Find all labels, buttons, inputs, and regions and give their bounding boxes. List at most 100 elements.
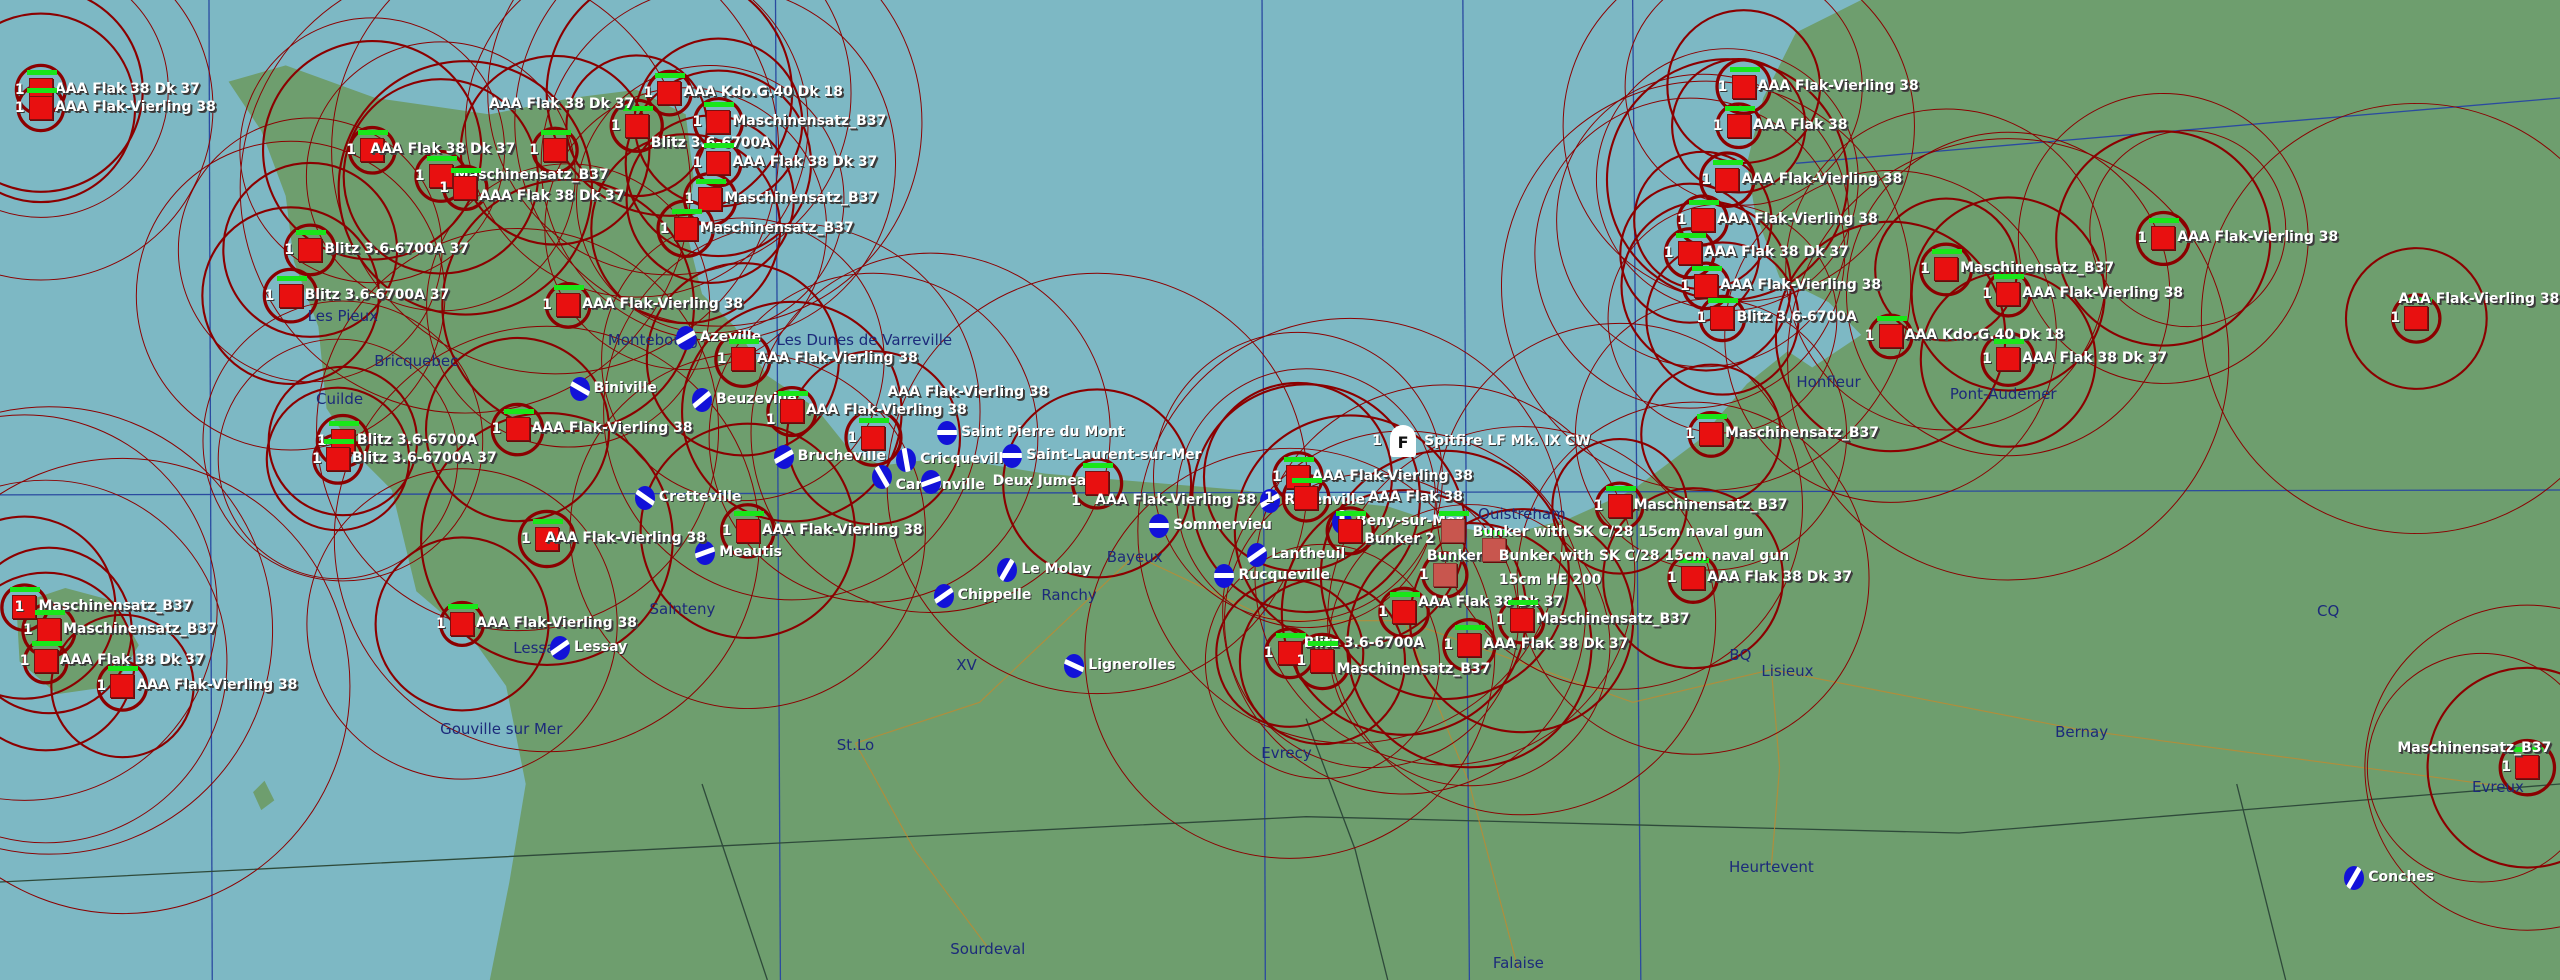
range-ring xyxy=(1137,317,1564,744)
airfield-name: Rucqueville xyxy=(1238,567,1331,584)
unit-icon xyxy=(706,110,731,135)
region-borders xyxy=(0,718,2560,980)
bunker-gun-label: Bunker with SK C/28 15cm naval gun xyxy=(1498,548,1790,565)
range-ring xyxy=(0,546,133,715)
unit-label: AAA Flak 38 Dk 37 xyxy=(59,652,205,669)
range-ring xyxy=(96,660,149,712)
health-bar xyxy=(1729,66,1760,72)
range-ring xyxy=(374,536,550,712)
range-ring xyxy=(544,87,828,371)
range-ring xyxy=(0,571,136,752)
range-ring xyxy=(1667,552,1719,604)
range-ring xyxy=(1071,457,1124,510)
unit-icon xyxy=(1285,464,1310,489)
unit-count: 1 xyxy=(610,117,621,134)
range-ring xyxy=(1624,0,1863,206)
health-bar xyxy=(10,587,41,593)
fighter-shield-icon: F xyxy=(1390,424,1417,457)
unit-icon xyxy=(543,138,568,163)
unit-label: AAA Flak-Vierling 38 xyxy=(1757,77,1919,94)
range-ring xyxy=(342,78,540,275)
unit-icon xyxy=(1690,208,1715,233)
unit-icon xyxy=(1996,281,2021,306)
range-ring xyxy=(465,0,809,298)
range-ring xyxy=(1787,138,2230,581)
range-ring xyxy=(239,0,691,414)
unit-icon xyxy=(1934,257,1959,282)
airfield-name: Saint-Laurent-sur-Mer xyxy=(1026,446,1202,463)
health-bar xyxy=(1605,486,1636,492)
range-ring xyxy=(540,0,896,342)
airfield-icon xyxy=(920,469,941,494)
unit-icon xyxy=(1277,641,1302,666)
unit-label: AAA Flak-Vierling 38 xyxy=(1311,467,1473,484)
unit-label: AAA Flak 38 Dk 37 xyxy=(54,80,200,97)
town-label: Les Pieux xyxy=(307,307,379,326)
unit-icon xyxy=(1509,608,1534,633)
range-ring xyxy=(459,54,651,246)
health-bar xyxy=(541,130,572,136)
range-ring xyxy=(1551,438,1688,575)
health-bar xyxy=(1679,557,1710,563)
unit-icon xyxy=(735,518,760,543)
health-bar xyxy=(26,87,57,93)
unit-count: 1 xyxy=(1920,261,1930,278)
range-ring xyxy=(487,0,852,276)
unit-label: AAA Flak 38 Dk 37 xyxy=(1483,635,1629,652)
unit-count: 1 xyxy=(414,168,425,185)
town-label: Les Dunes de Varreville xyxy=(776,330,953,349)
range-ring xyxy=(0,414,218,801)
unit-count: 1 xyxy=(1593,498,1604,515)
town-label: Honfleur xyxy=(1796,373,1861,392)
range-ring xyxy=(1436,322,1803,690)
unit-count: 1 xyxy=(22,622,33,639)
unit-label: AAA Flak 38 Dk 37 xyxy=(479,187,625,204)
airfield-name: Cricqueville xyxy=(920,451,1013,468)
unit-count: 1 xyxy=(1443,636,1454,653)
health-bar xyxy=(2149,218,2180,224)
unit-label: AAA Kdo.G.40 Dk 18 xyxy=(1904,327,2065,344)
unit-label: AAA Flak 38 Dk 37 xyxy=(489,96,635,113)
unit-label: AAA Flak-Vierling 38 xyxy=(54,98,216,115)
unit-label: Blitz 3.6-6700A xyxy=(356,431,478,448)
range-ring xyxy=(490,402,545,457)
unit-label: AAA Flak-Vierling 38 xyxy=(756,350,918,367)
range-ring xyxy=(1421,551,1469,599)
unit-count: 1 xyxy=(311,450,322,467)
unit-label: AAA Flak-Vierling 38 xyxy=(1716,211,1878,228)
range-ring xyxy=(1202,381,1394,573)
town-label: CQ xyxy=(2317,601,2340,620)
unit-count: 1 xyxy=(529,142,539,159)
airfield-icon xyxy=(773,445,794,470)
town-label: Sainteny xyxy=(649,600,716,619)
range-ring xyxy=(1238,577,1407,746)
range-ring xyxy=(305,41,576,312)
range-ring xyxy=(50,613,195,759)
unit-count: 1 xyxy=(692,114,703,131)
range-ring xyxy=(2366,652,2560,883)
health-bar xyxy=(1439,510,1470,516)
range-ring xyxy=(1687,411,1735,458)
town-label: XV xyxy=(956,655,977,674)
unit-count: 1 xyxy=(1712,117,1723,134)
range-ring xyxy=(0,0,214,281)
health-bar xyxy=(276,275,307,281)
health-bar xyxy=(622,105,653,111)
range-ring xyxy=(201,206,380,386)
health-bar xyxy=(1708,298,1739,304)
health-bar xyxy=(503,409,534,415)
health-bar xyxy=(1724,105,1755,111)
range-ring xyxy=(1874,197,2019,342)
town-label: Evrecy xyxy=(1261,744,1312,763)
range-ring xyxy=(262,267,319,324)
bunker-gun-label: Bunker with SK C/28 15cm naval gun xyxy=(1472,524,1764,541)
unit-count: 1 xyxy=(316,432,327,449)
unit-label: AAA Flak 38 Dk 37 xyxy=(370,141,516,158)
unit-count: 1 xyxy=(659,220,670,237)
unit-icon xyxy=(36,618,61,643)
range-ring xyxy=(135,140,446,451)
unit-label: AAA Flak-Vierling 38 xyxy=(887,383,1049,400)
unit-count: 1 xyxy=(1685,426,1695,443)
range-ring xyxy=(1254,384,1636,766)
